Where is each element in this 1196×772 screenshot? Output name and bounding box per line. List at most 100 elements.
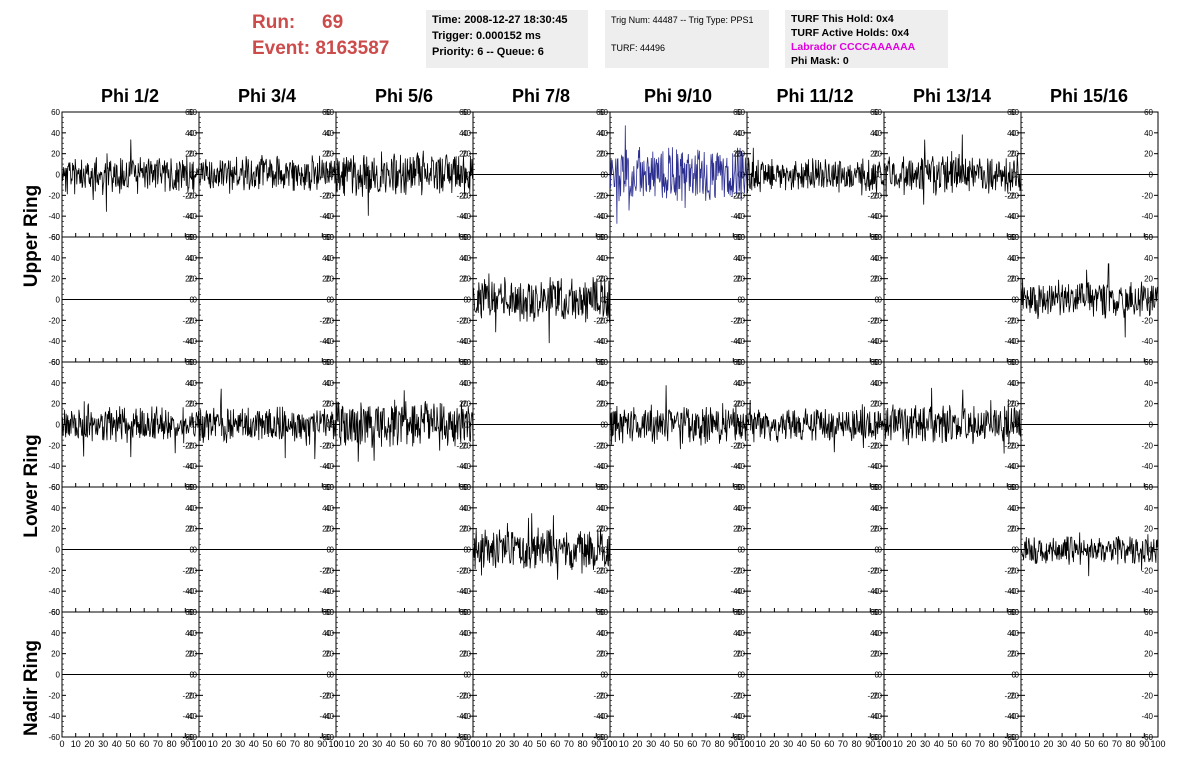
y-tick-label: 40 bbox=[325, 254, 334, 263]
y-tick-label: 0 bbox=[878, 296, 883, 305]
y-tick-label: 0 bbox=[741, 421, 746, 430]
y-tick-label-right: -60 bbox=[319, 733, 331, 742]
y-tick-label-right: -20 bbox=[867, 691, 879, 700]
y-tick-label: 20 bbox=[1010, 150, 1019, 159]
y-tick-label: 40 bbox=[462, 379, 471, 388]
y-tick-label: 0 bbox=[330, 296, 335, 305]
y-tick-label-right: -20 bbox=[1141, 441, 1153, 450]
y-tick-label-right: 40 bbox=[185, 379, 194, 388]
y-tick-label-right: -20 bbox=[730, 691, 742, 700]
y-tick-label-right: 60 bbox=[596, 358, 605, 367]
y-tick-label: 60 bbox=[736, 483, 745, 492]
x-tick-label: 80 bbox=[715, 739, 725, 749]
y-tick-label-right: -40 bbox=[319, 337, 331, 346]
y-tick-label-right: 60 bbox=[733, 608, 742, 617]
y-tick-label: 40 bbox=[599, 629, 608, 638]
y-tick-label: 0 bbox=[1015, 171, 1020, 180]
x-tick-label: 50 bbox=[125, 739, 135, 749]
y-tick-label-right: -40 bbox=[730, 212, 742, 221]
y-tick-label-right: -40 bbox=[319, 587, 331, 596]
y-tick-label-right: -20 bbox=[1141, 566, 1153, 575]
y-tick-label: 0 bbox=[193, 671, 198, 680]
y-tick-label: -20 bbox=[1007, 566, 1019, 575]
y-tick-label: -40 bbox=[733, 337, 745, 346]
y-tick-label-right: -20 bbox=[593, 566, 605, 575]
y-tick-label-right: 40 bbox=[870, 629, 879, 638]
y-tick-label: 40 bbox=[873, 254, 882, 263]
y-tick-label: 60 bbox=[873, 608, 882, 617]
phi-mask-text: Phi Mask: 0 bbox=[791, 55, 849, 67]
x-tick-label: 80 bbox=[167, 739, 177, 749]
y-tick-label-right: 60 bbox=[596, 483, 605, 492]
y-tick-label: -40 bbox=[596, 337, 608, 346]
y-tick-label-right: 0 bbox=[1012, 171, 1017, 180]
waveform-trace bbox=[335, 150, 474, 216]
y-tick-label-right: -40 bbox=[1141, 712, 1153, 721]
y-tick-label-right: 40 bbox=[870, 379, 879, 388]
x-tick-label: 100 bbox=[1150, 739, 1165, 749]
x-tick-label: 30 bbox=[783, 739, 793, 749]
y-tick-label: 60 bbox=[51, 483, 60, 492]
y-tick-label-right: 20 bbox=[1144, 525, 1153, 534]
y-tick-label-right: -20 bbox=[730, 441, 742, 450]
x-tick-label: 10 bbox=[482, 739, 492, 749]
y-tick-label-right: 60 bbox=[733, 358, 742, 367]
y-tick-label: -60 bbox=[322, 733, 334, 742]
y-tick-label-right: 40 bbox=[596, 504, 605, 513]
y-tick-label-right: 20 bbox=[185, 650, 194, 659]
y-tick-label-right: 20 bbox=[733, 400, 742, 409]
labrador-text: Labrador CCCCAAAAAA bbox=[791, 41, 916, 53]
y-tick-label: -20 bbox=[48, 691, 60, 700]
y-tick-label-right: 60 bbox=[870, 358, 879, 367]
x-tick-label: 20 bbox=[632, 739, 642, 749]
x-tick-label: 20 bbox=[1043, 739, 1053, 749]
y-tick-label-right: 40 bbox=[733, 254, 742, 263]
y-tick-label: -40 bbox=[870, 587, 882, 596]
y-tick-label: 40 bbox=[736, 504, 745, 513]
x-tick-label: 60 bbox=[687, 739, 697, 749]
x-tick-label: 70 bbox=[153, 739, 163, 749]
y-tick-label-right: 20 bbox=[733, 650, 742, 659]
y-tick-label-right: 40 bbox=[459, 129, 468, 138]
x-tick-label: 80 bbox=[989, 739, 999, 749]
y-tick-label-right: 20 bbox=[1007, 400, 1016, 409]
y-tick-label: 40 bbox=[51, 129, 60, 138]
x-tick-label: 90 bbox=[454, 739, 464, 749]
y-tick-label-right: 40 bbox=[1144, 629, 1153, 638]
y-tick-label: -40 bbox=[48, 462, 60, 471]
x-tick-label: 50 bbox=[810, 739, 820, 749]
x-tick-label: 100 bbox=[328, 739, 343, 749]
y-tick-label-right: -40 bbox=[867, 212, 879, 221]
y-tick-label-right: 40 bbox=[733, 629, 742, 638]
turf-hold-text: TURF This Hold: 0x4 bbox=[791, 13, 894, 25]
x-tick-label: 10 bbox=[208, 739, 218, 749]
y-tick-label-right: 20 bbox=[185, 275, 194, 284]
y-tick-label: 20 bbox=[325, 650, 334, 659]
y-tick-label-right: 20 bbox=[733, 525, 742, 534]
waveform-trace bbox=[883, 134, 1022, 205]
waveform-trace bbox=[1020, 532, 1159, 577]
y-tick-label-right: 60 bbox=[1007, 358, 1016, 367]
y-tick-label: 0 bbox=[604, 171, 609, 180]
x-tick-label: 0 bbox=[744, 739, 749, 749]
y-tick-label: -40 bbox=[733, 212, 745, 221]
y-tick-label-right: 40 bbox=[870, 504, 879, 513]
y-tick-label-right: -40 bbox=[593, 587, 605, 596]
y-tick-label-right: -60 bbox=[1141, 733, 1153, 742]
y-tick-label-right: 20 bbox=[596, 275, 605, 284]
x-tick-label: 60 bbox=[139, 739, 149, 749]
y-tick-label: 20 bbox=[51, 150, 60, 159]
y-tick-label: 20 bbox=[873, 400, 882, 409]
y-tick-label-right: 60 bbox=[1144, 608, 1153, 617]
y-tick-label-right: 20 bbox=[1007, 525, 1016, 534]
y-tick-label-right: -40 bbox=[182, 712, 194, 721]
y-tick-label: 20 bbox=[1010, 400, 1019, 409]
y-tick-label: 40 bbox=[873, 629, 882, 638]
y-tick-label-right: -20 bbox=[1004, 191, 1016, 200]
x-tick-label: 90 bbox=[728, 739, 738, 749]
y-tick-label: 60 bbox=[188, 483, 197, 492]
y-tick-label-right: -40 bbox=[1141, 587, 1153, 596]
y-tick-label-right: -20 bbox=[1141, 191, 1153, 200]
y-tick-label-right: 40 bbox=[1144, 379, 1153, 388]
y-tick-label: -40 bbox=[870, 712, 882, 721]
